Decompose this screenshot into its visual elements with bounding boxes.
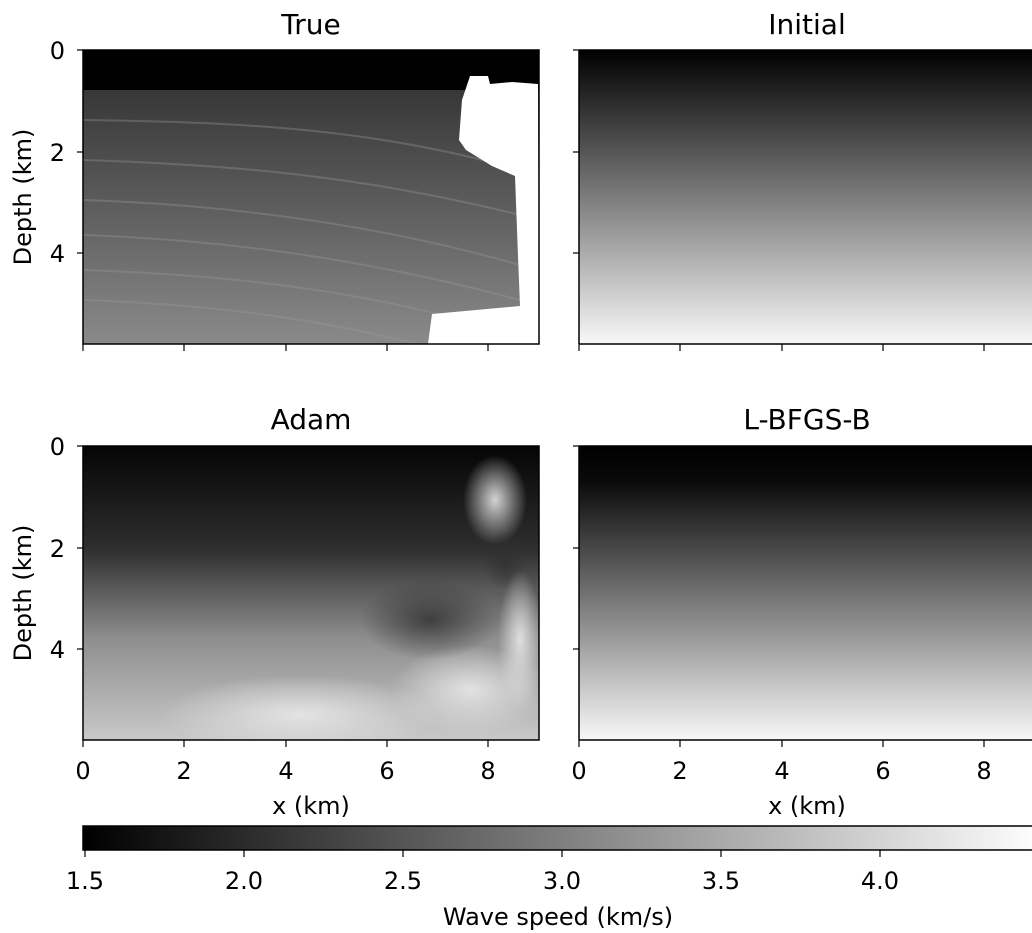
x-axis-label-lbfgsb: x (km) bbox=[768, 792, 846, 820]
panel-title-true: True bbox=[280, 8, 340, 41]
lbfgsb-x-tick-label-6: 6 bbox=[875, 757, 890, 785]
y-axis-label-adam: Depth (km) bbox=[9, 525, 37, 662]
adam-x-tick-label-0: 0 bbox=[75, 757, 90, 785]
panel-title-initial: Initial bbox=[768, 8, 845, 41]
colorbar: 1.5 2.0 2.5 3.0 3.5 4.0 Wave speed (km/s) bbox=[66, 825, 1032, 931]
colorbar-tick-label: 3.5 bbox=[702, 867, 740, 895]
adam-x-tick-label-8: 8 bbox=[480, 757, 495, 785]
colorbar-ticks: 1.5 2.0 2.5 3.0 3.5 4.0 bbox=[66, 850, 899, 895]
colorbar-tick-label: 3.0 bbox=[543, 867, 581, 895]
colorbar-tick-label: 2.0 bbox=[225, 867, 263, 895]
colorbar-gradient bbox=[82, 825, 1032, 851]
panel-initial: Initial bbox=[573, 8, 1032, 351]
initial-y-ticks bbox=[573, 49, 579, 254]
adam-y-tick-label-0: 0 bbox=[50, 433, 65, 461]
true-salt-body bbox=[428, 76, 539, 344]
adam-x-tick-label-6: 6 bbox=[379, 757, 394, 785]
lbfgsb-x-tick-label-2: 2 bbox=[672, 757, 687, 785]
panel-adam: Adam Depth (km) 0 2 4 0 2 4 6 8 x (km) bbox=[9, 403, 540, 820]
adam-x-tick-label-2: 2 bbox=[176, 757, 191, 785]
true-x-ticks bbox=[82, 344, 489, 351]
panel-true: True Depth (km) 0 2 4 bbox=[9, 8, 540, 351]
lbfgsb-velocity-field bbox=[579, 446, 1032, 740]
y-tick-label-2: 2 bbox=[50, 139, 65, 167]
initial-velocity-field bbox=[579, 50, 1032, 344]
colorbar-label: Wave speed (km/s) bbox=[443, 903, 673, 931]
colorbar-tick-label: 4.0 bbox=[861, 867, 899, 895]
y-tick-label-0: 0 bbox=[50, 37, 65, 65]
lbfgsb-x-tick-label-0: 0 bbox=[571, 757, 586, 785]
panel-title-adam: Adam bbox=[271, 403, 352, 436]
lbfgsb-x-tick-label-4: 4 bbox=[774, 757, 789, 785]
adam-x-ticks bbox=[82, 740, 489, 747]
true-y-ticks bbox=[77, 49, 83, 254]
adam-y-tick-label-2: 2 bbox=[50, 535, 65, 563]
x-axis-label-adam: x (km) bbox=[272, 792, 350, 820]
adam-x-tick-label-4: 4 bbox=[278, 757, 293, 785]
true-layers bbox=[83, 119, 521, 344]
colorbar-tick-label: 1.5 bbox=[66, 867, 104, 895]
adam-y-tick-label-4: 4 bbox=[50, 636, 65, 664]
panel-title-lbfgsb: L-BFGS-B bbox=[743, 403, 870, 436]
initial-x-ticks bbox=[578, 344, 985, 351]
panel-lbfgsb: L-BFGS-B 0 2 4 6 8 x (km) bbox=[571, 403, 1032, 820]
adam-y-ticks bbox=[77, 445, 83, 650]
y-tick-label-4: 4 bbox=[50, 240, 65, 268]
y-axis-label-true: Depth (km) bbox=[9, 129, 37, 266]
lbfgsb-y-ticks bbox=[573, 445, 579, 650]
lbfgsb-x-tick-label-8: 8 bbox=[976, 757, 991, 785]
true-water-layer bbox=[83, 50, 539, 90]
colorbar-tick-label: 2.5 bbox=[384, 867, 422, 895]
lbfgsb-x-ticks bbox=[578, 740, 985, 747]
